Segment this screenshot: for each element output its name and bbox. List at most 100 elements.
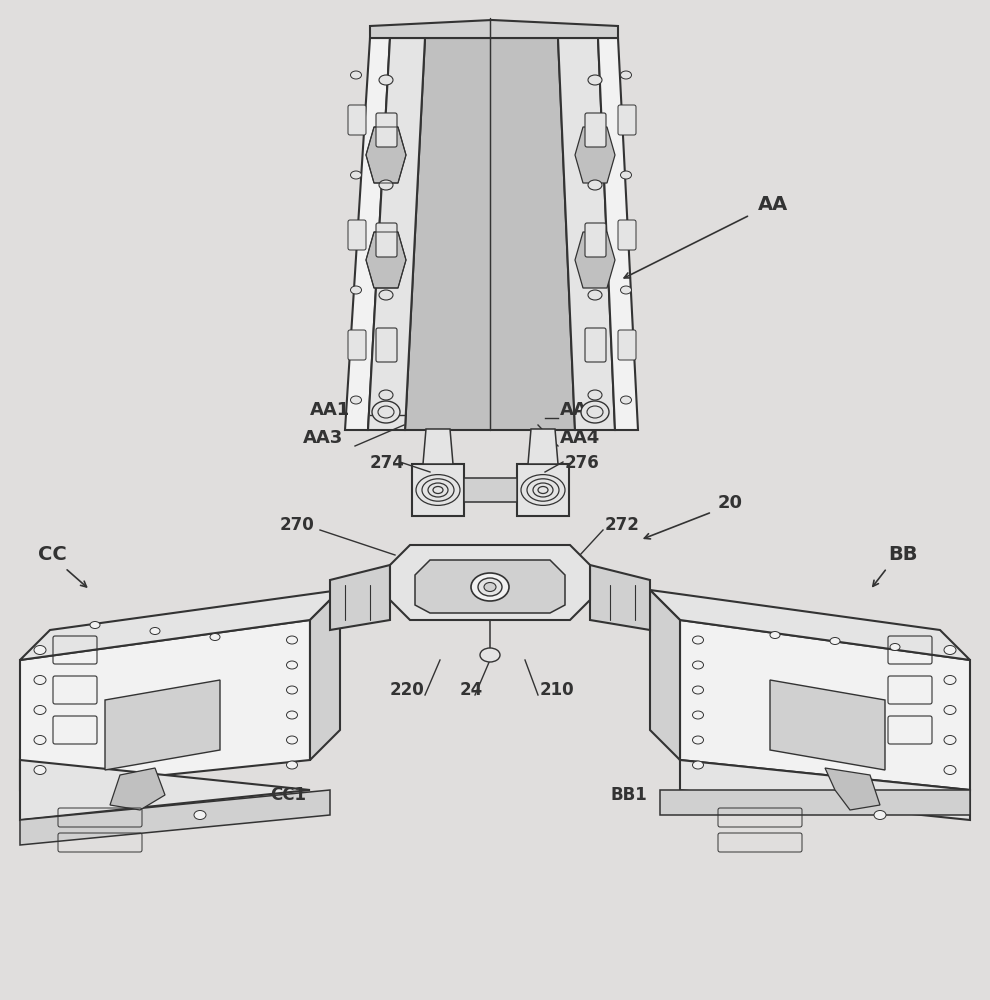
Text: 220: 220	[390, 681, 425, 699]
Ellipse shape	[692, 736, 704, 744]
Ellipse shape	[480, 648, 500, 662]
Text: 20: 20	[718, 494, 743, 512]
Polygon shape	[20, 760, 310, 820]
Polygon shape	[598, 38, 638, 430]
Polygon shape	[575, 232, 615, 288]
FancyBboxPatch shape	[348, 105, 366, 135]
Ellipse shape	[874, 810, 886, 820]
Ellipse shape	[944, 766, 956, 774]
Ellipse shape	[350, 171, 361, 179]
Polygon shape	[20, 590, 340, 660]
Ellipse shape	[478, 578, 502, 596]
FancyBboxPatch shape	[585, 113, 606, 147]
Ellipse shape	[770, 632, 780, 639]
Ellipse shape	[621, 71, 632, 79]
Text: 270: 270	[280, 516, 315, 534]
Polygon shape	[575, 127, 615, 183]
Ellipse shape	[379, 290, 393, 300]
Text: AA: AA	[758, 195, 788, 214]
FancyBboxPatch shape	[376, 328, 397, 362]
Text: CC: CC	[38, 545, 66, 564]
Ellipse shape	[944, 676, 956, 684]
FancyBboxPatch shape	[585, 328, 606, 362]
FancyBboxPatch shape	[618, 330, 636, 360]
Text: 272: 272	[605, 516, 640, 534]
Polygon shape	[423, 429, 453, 464]
Text: AA3: AA3	[303, 429, 344, 447]
Polygon shape	[412, 464, 464, 516]
Polygon shape	[590, 565, 650, 630]
Text: AA4: AA4	[560, 429, 600, 447]
Text: 24: 24	[460, 681, 483, 699]
Polygon shape	[20, 620, 310, 790]
Polygon shape	[517, 464, 569, 516]
Ellipse shape	[588, 75, 602, 85]
Polygon shape	[464, 478, 517, 502]
Polygon shape	[770, 680, 885, 770]
Ellipse shape	[90, 621, 100, 629]
Ellipse shape	[587, 406, 603, 418]
Ellipse shape	[150, 628, 160, 635]
Ellipse shape	[944, 736, 956, 744]
FancyBboxPatch shape	[348, 330, 366, 360]
FancyBboxPatch shape	[618, 105, 636, 135]
Ellipse shape	[34, 766, 46, 774]
Polygon shape	[405, 38, 575, 430]
Text: 210: 210	[540, 681, 574, 699]
Text: 274: 274	[370, 454, 405, 472]
Ellipse shape	[692, 711, 704, 719]
Ellipse shape	[350, 286, 361, 294]
FancyBboxPatch shape	[376, 223, 397, 257]
Polygon shape	[825, 768, 880, 810]
Polygon shape	[390, 545, 590, 620]
Ellipse shape	[830, 638, 840, 645]
Polygon shape	[680, 760, 970, 820]
Text: 276: 276	[565, 454, 600, 472]
Ellipse shape	[34, 736, 46, 744]
Ellipse shape	[379, 75, 393, 85]
Polygon shape	[558, 38, 615, 430]
Polygon shape	[370, 20, 618, 38]
Polygon shape	[366, 127, 406, 183]
Ellipse shape	[588, 290, 602, 300]
Ellipse shape	[210, 634, 220, 641]
Ellipse shape	[581, 401, 609, 423]
Ellipse shape	[286, 636, 298, 644]
Polygon shape	[660, 790, 970, 815]
Polygon shape	[650, 590, 970, 660]
Ellipse shape	[379, 180, 393, 190]
Ellipse shape	[350, 71, 361, 79]
Ellipse shape	[944, 646, 956, 654]
Polygon shape	[528, 429, 558, 464]
Polygon shape	[310, 590, 340, 760]
Ellipse shape	[286, 686, 298, 694]
FancyBboxPatch shape	[376, 113, 397, 147]
Ellipse shape	[372, 401, 400, 423]
Ellipse shape	[471, 573, 509, 601]
Ellipse shape	[692, 661, 704, 669]
Polygon shape	[110, 768, 165, 810]
Ellipse shape	[379, 390, 393, 400]
Polygon shape	[105, 680, 220, 770]
Ellipse shape	[286, 661, 298, 669]
Polygon shape	[330, 565, 390, 630]
Ellipse shape	[621, 286, 632, 294]
Ellipse shape	[34, 676, 46, 684]
Ellipse shape	[692, 686, 704, 694]
Ellipse shape	[286, 761, 298, 769]
FancyBboxPatch shape	[618, 220, 636, 250]
Ellipse shape	[588, 390, 602, 400]
Ellipse shape	[588, 180, 602, 190]
Text: BB: BB	[888, 545, 918, 564]
Text: BB1: BB1	[610, 786, 646, 804]
Ellipse shape	[286, 711, 298, 719]
Ellipse shape	[484, 582, 496, 591]
Polygon shape	[368, 38, 425, 430]
Ellipse shape	[692, 761, 704, 769]
Polygon shape	[20, 790, 330, 845]
Polygon shape	[415, 560, 565, 613]
Polygon shape	[680, 620, 970, 790]
Ellipse shape	[34, 706, 46, 714]
FancyBboxPatch shape	[348, 220, 366, 250]
Ellipse shape	[378, 406, 394, 418]
